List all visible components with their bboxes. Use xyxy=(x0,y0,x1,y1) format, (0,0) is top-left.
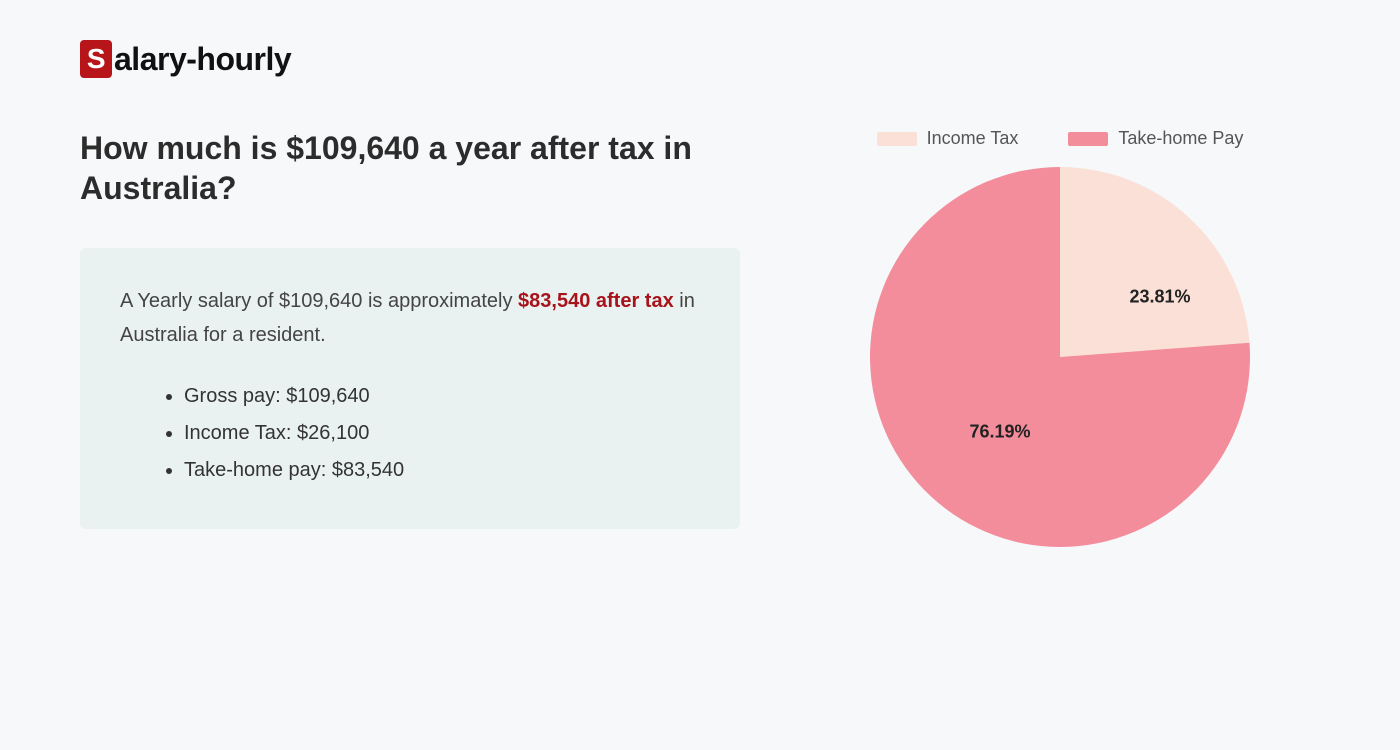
summary-prefix: A Yearly salary of $109,640 is approxima… xyxy=(120,290,518,312)
summary-text: A Yearly salary of $109,640 is approxima… xyxy=(120,284,700,352)
logo-badge: S xyxy=(80,40,112,78)
chart-legend: Income Tax Take-home Pay xyxy=(877,128,1244,149)
logo-text: alary-hourly xyxy=(114,41,291,78)
legend-label: Take-home Pay xyxy=(1118,128,1243,149)
pie-chart: 23.81% 76.19% xyxy=(870,167,1250,547)
legend-swatch xyxy=(1068,132,1108,146)
summary-highlight: $83,540 after tax xyxy=(518,290,674,312)
list-item: Income Tax: $26,100 xyxy=(184,415,700,452)
legend-item-income-tax: Income Tax xyxy=(877,128,1019,149)
list-item: Gross pay: $109,640 xyxy=(184,378,700,415)
slice-label-take-home: 76.19% xyxy=(969,422,1030,443)
legend-swatch xyxy=(877,132,917,146)
detail-list: Gross pay: $109,640 Income Tax: $26,100 … xyxy=(120,378,700,489)
site-logo: Salary-hourly xyxy=(80,40,1320,78)
page-title: How much is $109,640 a year after tax in… xyxy=(80,128,740,208)
chart-column: Income Tax Take-home Pay 23.81% 76.19% xyxy=(800,128,1320,547)
list-item: Take-home pay: $83,540 xyxy=(184,452,700,489)
summary-card: A Yearly salary of $109,640 is approxima… xyxy=(80,248,740,529)
pie-svg xyxy=(870,167,1250,547)
legend-item-take-home: Take-home Pay xyxy=(1068,128,1243,149)
legend-label: Income Tax xyxy=(927,128,1019,149)
slice-label-income-tax: 23.81% xyxy=(1129,287,1190,308)
left-column: How much is $109,640 a year after tax in… xyxy=(80,128,740,547)
